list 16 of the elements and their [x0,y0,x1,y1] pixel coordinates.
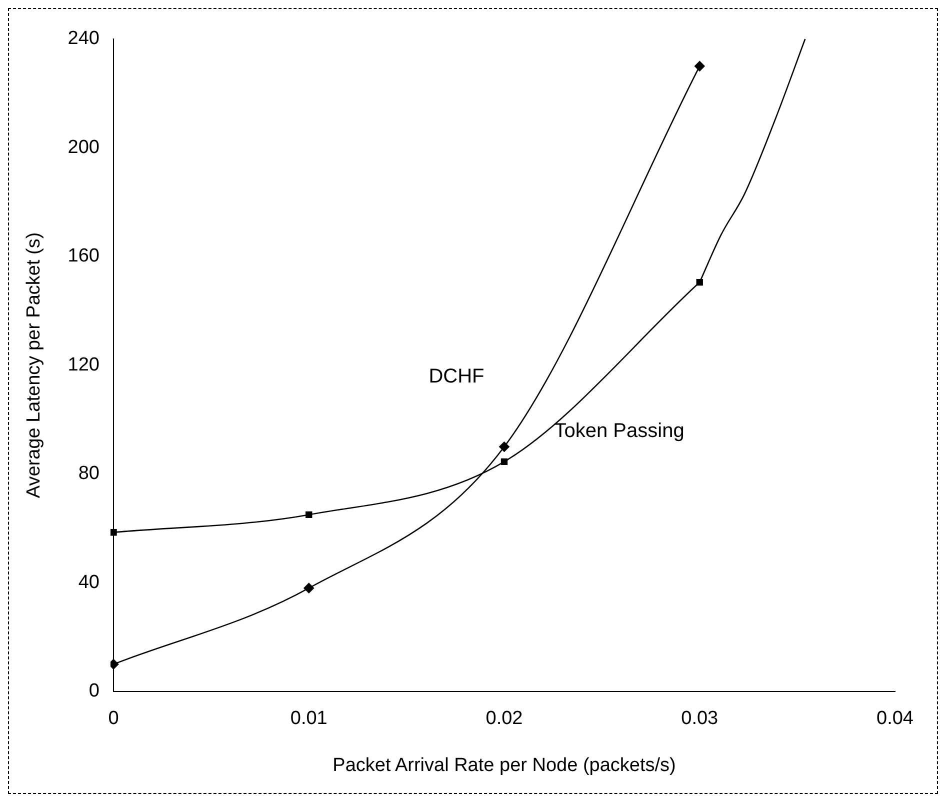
y-tick-label: 40 [78,572,100,593]
text: DCHF [428,365,484,388]
y-tick-label: 200 [68,136,100,158]
series-label: Token Passing [554,420,684,442]
y-tick-label: 80 [78,463,100,484]
x-axis-title: Packet Arrival Rate per Node (packets/s) [332,754,676,776]
x-tick-label: 0.04 [876,708,914,730]
x-tick-label: 0 [108,708,119,730]
y-tick-label: 0 [88,680,100,702]
x-tick-label: 0.01 [290,708,328,730]
y-axis-title: Average Latency per Packet (s) [24,232,45,498]
y-tick-label: 120 [68,354,100,376]
y-tick-label: 160 [68,246,100,267]
x-tick-label: 0.02 [486,708,523,730]
x-tick-label: 0.03 [681,708,718,730]
y-tick-label: 240 [68,28,100,50]
